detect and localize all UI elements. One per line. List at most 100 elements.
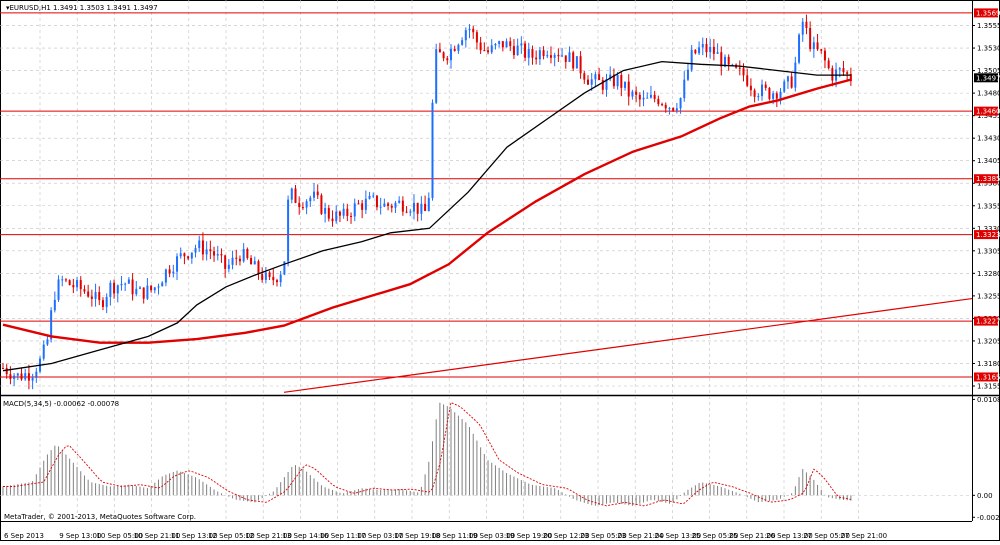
candle-body (283, 261, 286, 275)
candle-body (164, 269, 167, 283)
candle-body (746, 75, 749, 86)
candle-body (709, 46, 712, 53)
candle-body (412, 202, 415, 212)
x-tick-label: 23 Sep 05:00 (580, 532, 627, 540)
candle-body (279, 274, 282, 283)
x-tick-label: 23 Sep 21:00 (617, 532, 664, 540)
candle-body (594, 74, 597, 80)
candle-body (187, 256, 190, 259)
candle-body (83, 289, 86, 292)
x-tick-label: 16 Sep 11:00 (320, 532, 367, 540)
y-tick-label: 1.3555 (977, 22, 1000, 30)
candle-body (690, 49, 693, 70)
level-tag (974, 230, 998, 240)
candle-body (823, 50, 826, 61)
candle-body (357, 203, 360, 205)
candle-body (753, 90, 756, 97)
candle-body (227, 264, 230, 269)
candle-body (768, 87, 771, 99)
candle-body (472, 28, 475, 33)
y-tick-label: 1.3380 (977, 180, 1000, 188)
candle-body (146, 285, 149, 299)
candle-body (379, 206, 382, 208)
candle-body (76, 280, 79, 288)
candle-body (42, 344, 45, 359)
y-tick-label: 1.3355 (977, 202, 1000, 210)
candle-body (501, 41, 504, 48)
x-tick-label: 10 Sep 21:00 (134, 532, 181, 540)
level-tag (974, 372, 998, 382)
candle-body (94, 292, 97, 299)
candle-body (405, 211, 408, 213)
x-tick-label: 17 Sep 03:00 (357, 532, 404, 540)
candle-body (812, 42, 815, 50)
candle-body (220, 254, 223, 256)
candle-body (553, 54, 556, 58)
candle-body (131, 279, 134, 295)
ma-slow-line (2, 78, 852, 344)
candle-body (335, 211, 338, 222)
candle-body (538, 50, 541, 60)
candle-body (183, 253, 186, 257)
x-tick-label: 19 Sep 03:00 (468, 532, 515, 540)
candle-body (801, 21, 804, 35)
level-tag (974, 8, 998, 18)
candle-body (627, 81, 630, 97)
candle-body (372, 195, 375, 197)
candle-body (398, 200, 401, 203)
candle-body (520, 43, 523, 46)
candle-body (190, 252, 193, 259)
y-tick-label: 1.3180 (977, 360, 1000, 368)
candle-body (113, 282, 116, 294)
candle-body (479, 42, 482, 51)
candle-body (575, 56, 578, 69)
candle-body (749, 85, 752, 91)
candle-body (361, 203, 364, 210)
candle-body (198, 240, 201, 249)
candle-body (572, 52, 575, 69)
candle-body (635, 91, 638, 95)
ma-fast-line (2, 60, 851, 372)
candle-body (346, 208, 349, 216)
candle-body (313, 191, 316, 198)
candle-body (27, 373, 30, 381)
candle-body (442, 52, 445, 59)
candle-body (461, 40, 464, 45)
candle-body (579, 56, 582, 74)
candle-body (535, 57, 538, 60)
candle-body (664, 104, 667, 109)
candle-body (783, 81, 786, 92)
candle-body (427, 197, 430, 211)
candle-body (68, 280, 71, 286)
candle-body (101, 300, 104, 307)
candle-body (79, 280, 82, 290)
x-tick-label: 6 Sep 2013 (4, 532, 44, 540)
trend-line[interactable] (283, 297, 973, 393)
candle-body (764, 84, 767, 88)
candle-body (446, 58, 449, 61)
candle-body (716, 52, 719, 54)
candle-body (549, 55, 552, 58)
candle-body (268, 272, 271, 277)
level-tag (974, 316, 998, 326)
candle-body (201, 240, 204, 255)
candle-body (2, 367, 4, 369)
candle-body (686, 69, 689, 80)
candle-body (401, 200, 404, 212)
candle-body (16, 373, 19, 376)
candle-body (242, 248, 245, 262)
candle-body (601, 79, 604, 90)
candle-body (375, 195, 378, 208)
candle-body (231, 257, 234, 265)
candle-body (761, 84, 764, 97)
candle-body (338, 211, 341, 216)
candle-body (120, 283, 123, 286)
candle-body (794, 62, 797, 88)
candle-body (105, 296, 108, 307)
candle-body (246, 248, 249, 258)
x-tick-label: 17 Sep 19:00 (394, 532, 441, 540)
candle-body (505, 41, 508, 48)
x-tick-label: 25 Sep 21:00 (729, 532, 776, 540)
